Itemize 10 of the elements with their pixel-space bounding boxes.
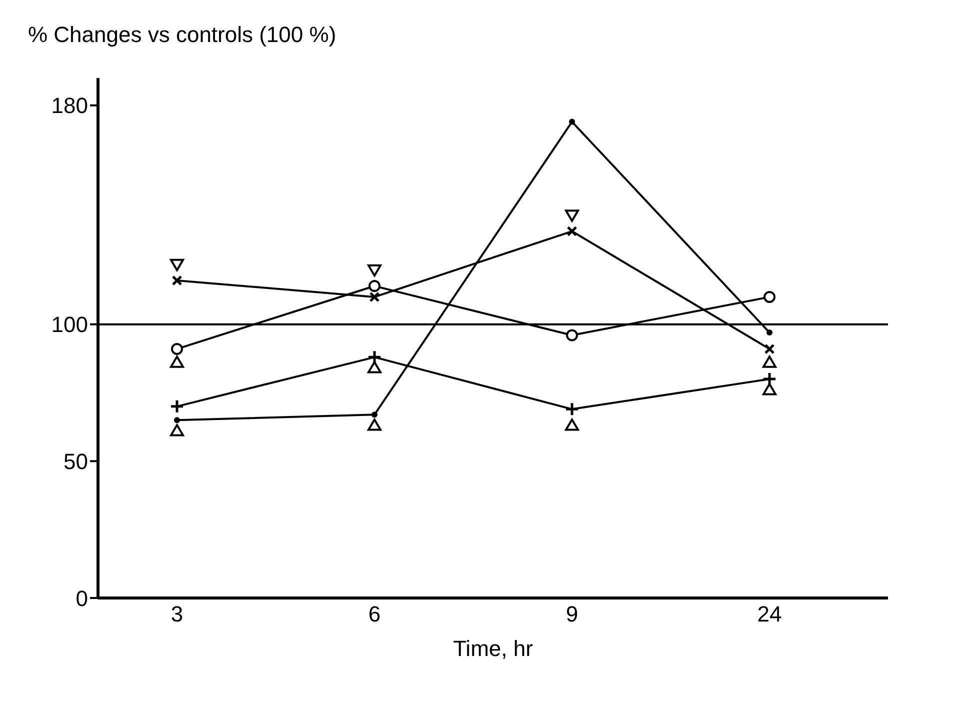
y-tick-label: 50 [64, 448, 88, 474]
x-tick-label: 3 [170, 602, 184, 627]
x-tick-label: 24 [757, 602, 782, 627]
x-tick-label: 6 [368, 602, 381, 627]
x-tick-label: 9 [566, 602, 578, 627]
y-tick-label: 0 [76, 586, 88, 611]
y-tick-label: 100 [51, 312, 88, 338]
y-tick-label: 180 [51, 93, 88, 118]
y-axis-title: % Changes vs controls (100 %) [28, 22, 336, 48]
x-axis-title: Time, hr [453, 636, 533, 661]
